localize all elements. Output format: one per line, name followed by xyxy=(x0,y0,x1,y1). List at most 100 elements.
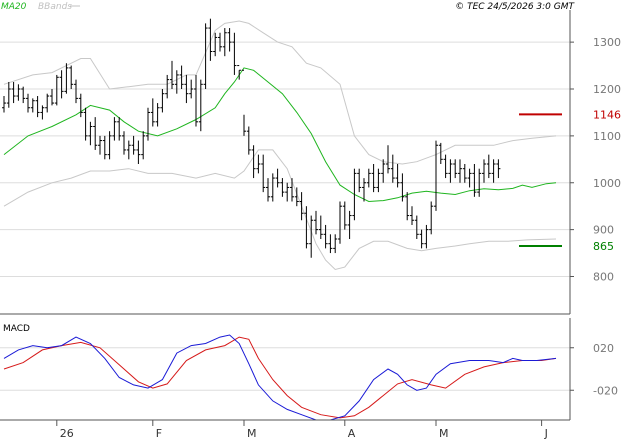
ohlc-bar xyxy=(333,234,338,254)
ohlc-bar xyxy=(318,215,323,239)
macd-tick-label: 020 xyxy=(593,342,614,355)
ohlc-bar xyxy=(357,168,362,193)
ohlc-bar xyxy=(294,187,299,207)
time-x-axis: 26 F M A M J xyxy=(56,420,548,440)
time-tick-label: J xyxy=(544,427,548,440)
levels-group: 1146 865 xyxy=(519,108,621,253)
price-y-axis: 800 900 1000 1100 1200 1300 xyxy=(0,10,621,315)
ohlc-bar xyxy=(189,79,194,99)
ohlc-bar xyxy=(443,154,448,179)
price-tick-label: 1100 xyxy=(593,130,621,143)
ohlc-bar xyxy=(434,140,438,211)
candles-group xyxy=(2,18,501,258)
ohlc-bar xyxy=(208,18,213,61)
ohlc-bar xyxy=(472,164,477,197)
ohlc-bar xyxy=(184,74,189,104)
price-tick-label: 1200 xyxy=(593,83,621,96)
ma20-line xyxy=(3,67,557,203)
ohlc-bar xyxy=(54,74,59,106)
ma20-group xyxy=(3,67,557,203)
legend-ma20: MA20 xyxy=(1,2,27,12)
price-panel: 1146 865 800 900 1000 1100 1200 1300 xyxy=(0,10,621,315)
ohlc-bar xyxy=(64,63,69,94)
resistance-level-label: 1146 xyxy=(593,108,621,121)
ohlc-bar xyxy=(2,96,6,113)
support-level-label: 865 xyxy=(593,240,614,253)
ohlc-bar xyxy=(376,168,381,193)
ohlc-bar xyxy=(112,117,117,141)
macd-y-axis: 020 -020 xyxy=(0,318,618,421)
macd-lines-group xyxy=(3,334,557,421)
bbands-upper-line xyxy=(3,20,557,165)
ohlc-bar xyxy=(59,70,64,99)
ohlc-bar xyxy=(496,159,501,179)
ohlc-bar xyxy=(390,154,395,183)
ohlc-bar xyxy=(88,121,93,146)
ohlc-bar xyxy=(150,98,155,127)
ohlc-bar xyxy=(285,182,290,202)
ohlc-bar xyxy=(155,103,160,127)
ohlc-bar xyxy=(261,154,266,193)
ohlc-bar xyxy=(462,164,467,183)
ohlc-bar xyxy=(323,224,328,249)
ohlc-bar xyxy=(16,84,21,101)
ohlc-bar xyxy=(410,206,414,225)
ohlc-bar xyxy=(83,107,88,141)
copyright: © TEC 24/5/2026 3:0 GMT xyxy=(455,2,575,12)
ohlc-bar xyxy=(429,201,434,235)
ohlc-bar xyxy=(266,178,270,202)
ohlc-bar xyxy=(218,32,222,52)
ohlc-bar xyxy=(366,168,371,188)
macd-signal-line xyxy=(3,336,557,419)
ohlc-bar xyxy=(213,32,218,57)
ohlc-bar xyxy=(314,210,318,235)
ohlc-bar xyxy=(107,131,112,160)
ohlc-bar xyxy=(222,28,227,57)
ohlc-bar xyxy=(146,107,150,141)
price-tick-label: 900 xyxy=(593,224,614,237)
time-tick-label: M xyxy=(247,427,257,440)
ohlc-bar xyxy=(122,131,126,155)
legend-bbands: BBands xyxy=(38,2,72,12)
ohlc-bar xyxy=(174,70,179,94)
ohlc-bar xyxy=(448,159,453,183)
ohlc-bar xyxy=(160,89,165,113)
ohlc-bar xyxy=(40,105,45,120)
ohlc-bar xyxy=(179,65,184,89)
time-tick-label: F xyxy=(156,427,162,440)
ohlc-bar xyxy=(477,168,482,197)
ohlc-bar xyxy=(131,135,136,155)
ohlc-bar xyxy=(328,234,333,254)
ohlc-bar xyxy=(78,93,83,118)
ohlc-bar xyxy=(256,154,261,174)
macd-line xyxy=(3,334,557,421)
ohlc-bar xyxy=(381,159,386,183)
ohlc-bar xyxy=(270,173,275,202)
ohlc-bar xyxy=(304,206,309,249)
ohlc-bar xyxy=(30,98,35,113)
ohlc-bar xyxy=(35,96,40,118)
time-tick-label: 26 xyxy=(60,427,74,440)
ohlc-bar xyxy=(98,135,102,155)
ohlc-bar xyxy=(117,117,122,141)
macd-panel: 020 -020 MACD xyxy=(0,318,618,421)
ohlc-bar xyxy=(467,168,472,188)
ohlc-bar xyxy=(11,81,16,104)
ohlc-bar xyxy=(69,65,74,89)
ohlc-bar xyxy=(232,32,237,75)
ohlc-bar xyxy=(242,69,246,136)
ohlc-bar xyxy=(93,117,98,150)
ohlc-bar xyxy=(386,145,390,174)
macd-title: MACD xyxy=(3,324,30,334)
time-tick-label: M xyxy=(439,427,449,440)
ohlc-bar xyxy=(453,159,458,179)
ohlc-bar xyxy=(424,224,429,249)
ohlc-bar xyxy=(458,159,462,183)
ohlc-bar xyxy=(26,93,30,113)
ohlc-bar xyxy=(203,23,208,89)
ohlc-bar xyxy=(362,178,366,202)
ohlc-bar xyxy=(419,229,424,249)
price-tick-label: 800 xyxy=(593,271,614,284)
